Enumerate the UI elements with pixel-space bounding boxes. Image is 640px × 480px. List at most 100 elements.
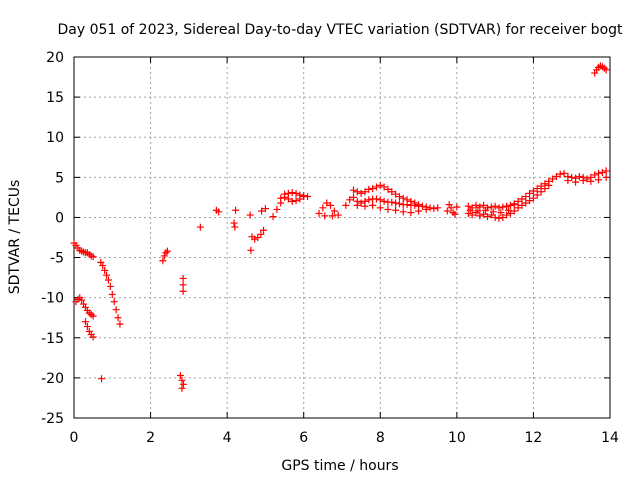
data-point	[587, 177, 595, 185]
data-point	[541, 185, 549, 193]
data-point	[560, 169, 568, 177]
data-point	[395, 200, 403, 208]
x-tick-label: 12	[525, 430, 543, 446]
data-point	[230, 219, 238, 227]
data-point	[388, 198, 396, 206]
data-point	[78, 296, 86, 304]
data-point	[510, 200, 518, 208]
data-point	[231, 223, 239, 231]
x-tick-label: 8	[376, 430, 385, 446]
data-point	[522, 199, 530, 207]
y-tick-label: -10	[41, 291, 64, 307]
data-point	[101, 266, 109, 274]
data-point	[376, 196, 384, 204]
data-point	[415, 207, 423, 215]
data-point	[518, 195, 526, 203]
data-point	[568, 173, 576, 181]
data-point	[346, 196, 354, 204]
data-point	[89, 253, 97, 261]
data-point	[443, 207, 451, 215]
data-point	[246, 211, 254, 219]
data-point	[468, 211, 476, 219]
data-point	[552, 173, 560, 181]
y-tick-label: 0	[55, 210, 64, 226]
data-point	[261, 205, 269, 213]
data-point	[403, 196, 411, 204]
data-point	[112, 306, 120, 314]
data-point	[426, 204, 434, 212]
data-point	[328, 212, 336, 220]
x-axis-label: GPS time / hours	[281, 458, 398, 474]
data-point	[474, 207, 482, 215]
data-point	[407, 209, 415, 217]
data-point	[392, 199, 400, 207]
data-point	[395, 193, 403, 201]
data-point	[533, 185, 541, 193]
data-point	[372, 183, 380, 191]
data-point	[260, 226, 268, 234]
data-point	[497, 209, 505, 217]
y-tick-label: -5	[50, 251, 64, 267]
x-tick-label: 2	[146, 430, 155, 446]
data-point	[598, 169, 606, 177]
data-point	[330, 207, 338, 215]
x-tick-label: 14	[601, 430, 619, 446]
data-point	[353, 188, 361, 196]
data-point	[602, 173, 610, 181]
tick-labels: 0 2 4 6 8 10 12 14 20 15 10 5 0 -5 -10 -15 -20 -25	[41, 50, 619, 446]
data-points	[70, 62, 610, 392]
data-point	[116, 320, 124, 328]
data-point	[399, 208, 407, 216]
data-point	[522, 193, 530, 201]
data-point	[83, 323, 91, 331]
data-point	[349, 193, 357, 201]
data-point	[296, 195, 304, 203]
data-point	[361, 188, 369, 196]
data-point	[284, 195, 292, 203]
y-axis-label: SDTVAR / TECUs	[7, 180, 23, 295]
data-point	[503, 211, 511, 219]
data-point	[369, 201, 377, 209]
data-point	[526, 197, 534, 205]
data-point	[575, 173, 583, 181]
data-point	[411, 199, 419, 207]
data-point	[510, 207, 518, 215]
data-point	[81, 318, 89, 326]
data-point	[392, 206, 400, 214]
data-point	[476, 212, 484, 220]
y-tick-label: -20	[41, 371, 64, 387]
data-point	[491, 213, 499, 221]
data-point	[533, 191, 541, 199]
data-point	[215, 208, 223, 216]
data-point	[342, 201, 350, 209]
data-point	[98, 375, 106, 383]
data-point	[392, 190, 400, 198]
data-point	[365, 185, 373, 193]
data-point	[179, 380, 187, 388]
data-point	[499, 213, 507, 221]
data-point	[159, 257, 167, 265]
data-point	[466, 206, 474, 214]
data-point	[453, 203, 461, 211]
data-point	[514, 204, 522, 212]
data-point	[572, 178, 580, 186]
data-point	[179, 287, 187, 295]
data-point	[349, 186, 357, 194]
data-point	[247, 246, 255, 254]
data-point	[269, 213, 277, 221]
plot-frame	[73, 56, 611, 419]
data-point	[178, 384, 186, 392]
data-point	[595, 176, 603, 184]
data-point	[503, 202, 511, 210]
data-point	[583, 175, 591, 183]
data-point	[537, 188, 545, 196]
data-point	[89, 333, 97, 341]
data-point	[451, 210, 459, 218]
data-point	[482, 206, 490, 214]
x-tick-label: 10	[448, 430, 466, 446]
y-tick-label: 10	[46, 130, 64, 146]
data-point	[483, 213, 491, 221]
y-tick-label: 5	[55, 170, 64, 186]
